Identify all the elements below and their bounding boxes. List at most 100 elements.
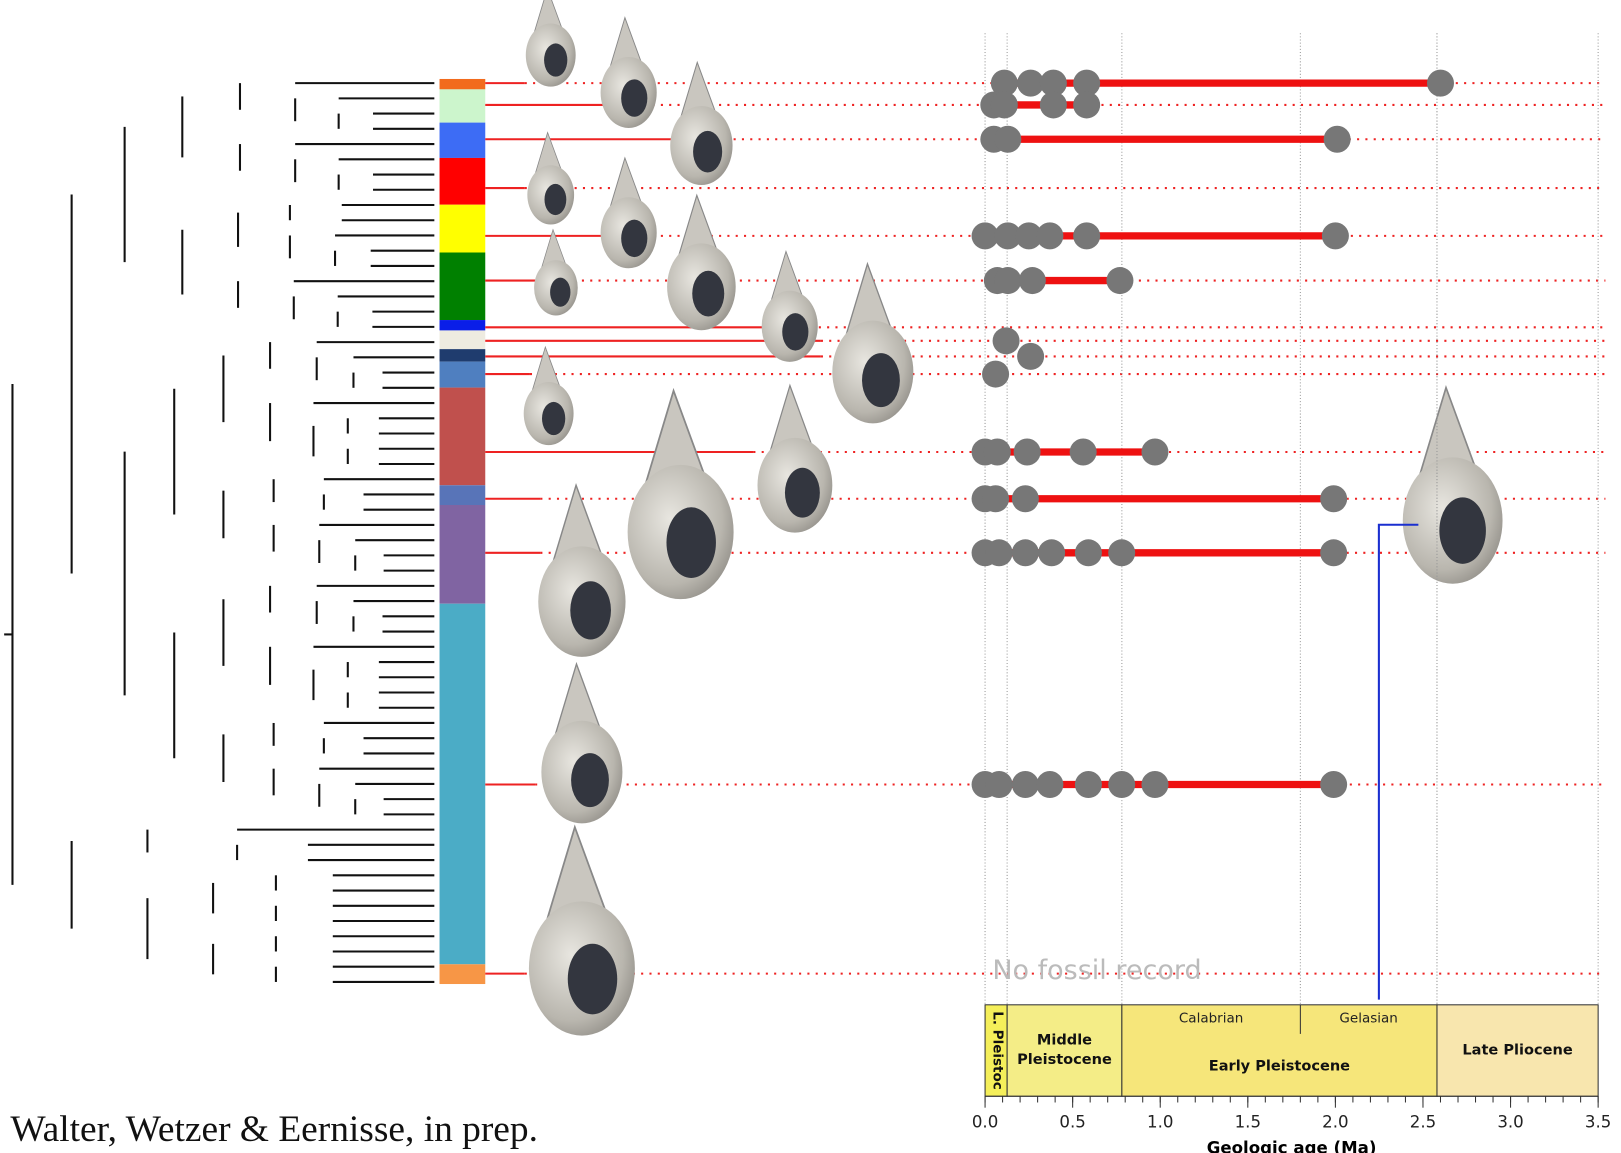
clade-block xyxy=(440,123,486,158)
fossil-point xyxy=(1320,771,1347,798)
clade-block xyxy=(440,604,486,965)
clade-block xyxy=(440,253,486,321)
epoch-label: Late Pliocene xyxy=(1445,1005,1590,1096)
shell xyxy=(628,391,734,599)
x-tick-label: 0.5 xyxy=(1059,1112,1085,1131)
fossil-point xyxy=(1075,539,1102,566)
fossil-point xyxy=(1036,222,1063,249)
fossil-point xyxy=(1040,91,1067,118)
shell-aperture xyxy=(782,313,808,350)
fossil-point xyxy=(1106,267,1133,294)
shell-aperture xyxy=(571,753,609,807)
fossil-point xyxy=(1038,539,1065,566)
clade-block xyxy=(440,158,486,205)
fossil-point xyxy=(1017,343,1044,370)
clade-block xyxy=(440,330,486,349)
shell-aperture xyxy=(621,220,647,257)
shell xyxy=(529,827,635,1035)
clade-block xyxy=(440,505,486,604)
epoch-label: Early Pleistocene xyxy=(1130,1036,1428,1096)
fossil-point xyxy=(991,91,1018,118)
shell-aperture xyxy=(621,79,647,116)
fossil-point xyxy=(1014,439,1041,466)
clade-block xyxy=(440,349,486,361)
fossil-point xyxy=(1108,539,1135,566)
x-tick-label: 3.0 xyxy=(1497,1112,1523,1131)
shell xyxy=(534,230,578,316)
fossil-point xyxy=(1070,439,1097,466)
x-tick-label: 1.0 xyxy=(1147,1112,1173,1131)
clade-block xyxy=(440,320,486,330)
fossil-point xyxy=(1427,70,1454,97)
clade-block xyxy=(440,388,486,486)
shell xyxy=(762,251,818,361)
clade-block xyxy=(440,485,486,505)
shell-aperture xyxy=(785,468,820,518)
fossil-point xyxy=(982,361,1009,388)
fossil-point xyxy=(1012,485,1039,512)
shell xyxy=(526,0,576,87)
shell-aperture xyxy=(693,131,722,173)
shell-aperture xyxy=(862,353,900,407)
fossil-point xyxy=(1141,771,1168,798)
fossil-point xyxy=(994,126,1021,153)
shell xyxy=(670,62,732,185)
fossil-point xyxy=(1019,267,1046,294)
fossil-point xyxy=(982,485,1009,512)
shell-images xyxy=(524,0,1503,1036)
fossil-point xyxy=(1141,439,1168,466)
connector xyxy=(1379,525,1418,1000)
epoch-label: Middle Pleistocene xyxy=(1015,1005,1113,1096)
shell xyxy=(524,347,574,445)
phylogeny xyxy=(4,83,434,982)
fossil-point xyxy=(993,327,1020,354)
shell-aperture xyxy=(550,278,570,307)
epoch-label: L. Pleistoc xyxy=(984,1005,1009,1096)
chart: 0.0 0.5 1.0 1.5 2.0 2.5 3.0 3.5 No fossil recor… xyxy=(0,0,1621,1153)
shell-aperture xyxy=(1439,497,1486,564)
fossil-point xyxy=(1012,771,1039,798)
shell xyxy=(667,195,736,330)
fossil-point xyxy=(994,267,1021,294)
x-axis-title: Geologic age (Ma) xyxy=(1207,1138,1377,1153)
x-tick-label: 3.5 xyxy=(1585,1112,1611,1131)
fossil-point xyxy=(984,439,1011,466)
fossil-point xyxy=(1012,539,1039,566)
shell-aperture xyxy=(544,184,566,215)
fossil-point xyxy=(1073,222,1100,249)
shell-aperture xyxy=(666,507,715,578)
stage-label: Gelasian xyxy=(1300,1011,1437,1030)
shell-aperture xyxy=(570,581,611,639)
annotation: No fossil record xyxy=(992,955,1201,986)
shell-aperture xyxy=(542,402,565,435)
clade-block xyxy=(440,362,486,388)
x-tick-label: 1.5 xyxy=(1235,1112,1261,1131)
shell-aperture xyxy=(692,271,724,317)
fossil-point xyxy=(986,539,1013,566)
shell xyxy=(1403,388,1503,584)
fossil-point xyxy=(986,771,1013,798)
shell xyxy=(758,386,833,533)
shell xyxy=(538,485,625,657)
fossil-point xyxy=(1320,539,1347,566)
fossil-point xyxy=(1075,771,1102,798)
shell xyxy=(541,664,622,823)
x-tick-label: 2.5 xyxy=(1410,1112,1436,1131)
clade-block xyxy=(440,79,486,89)
fossil-point xyxy=(1322,222,1349,249)
shell xyxy=(601,18,657,128)
figure: 0.0 0.5 1.0 1.5 2.0 2.5 3.0 3.5 No fossil recor… xyxy=(0,0,1621,1153)
clade-block xyxy=(440,89,486,122)
fossil-point xyxy=(1036,771,1063,798)
clade-block xyxy=(440,964,486,984)
x-tick-label: 0.0 xyxy=(972,1112,998,1131)
fossil-point xyxy=(1324,126,1351,153)
fossil-point xyxy=(1320,485,1347,512)
x-tick-label: 2.0 xyxy=(1322,1112,1348,1131)
shell-aperture xyxy=(544,43,567,76)
clade-bar xyxy=(440,79,486,984)
shell xyxy=(832,264,913,423)
citation: Walter, Wetzer & Eernisse, in prep. xyxy=(10,1109,538,1150)
clade-block xyxy=(440,205,486,253)
fossil-point xyxy=(1073,91,1100,118)
